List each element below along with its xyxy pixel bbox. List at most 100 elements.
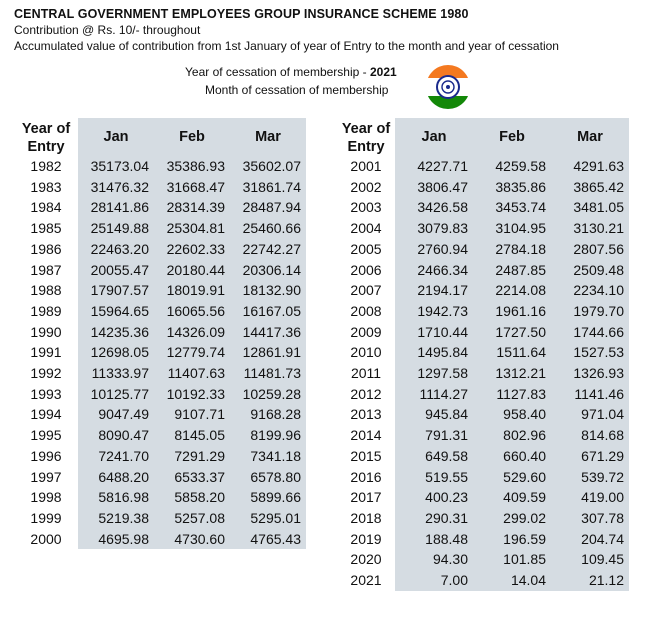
value-cell: 5295.01 — [230, 507, 306, 529]
value-cell: 18132.90 — [230, 280, 306, 301]
table-row: 2010 1495.84 1511.64 1527.53 — [337, 342, 629, 364]
table-row: 1999 5219.38 5257.08 5295.01 — [14, 507, 306, 529]
value-cell: 802.96 — [473, 425, 551, 446]
left-contribution-table: Year of Entry Jan Feb Mar 1982 35173.04 353… — [14, 118, 306, 550]
entry-year-cell: 2016 — [350, 468, 382, 485]
value-cell: 20055.47 — [78, 259, 154, 281]
value-cell: 109.45 — [551, 549, 629, 571]
value-cell: 6578.80 — [230, 466, 306, 488]
value-cell: 94.30 — [395, 549, 473, 571]
value-cell: 2194.17 — [395, 280, 473, 301]
value-cell: 4227.71 — [395, 156, 473, 177]
table-row: 2009 1710.44 1727.50 1744.66 — [337, 321, 629, 343]
value-cell: 945.84 — [395, 404, 473, 426]
entry-year-cell: 2008 — [350, 302, 382, 319]
month-header-feb: Feb — [473, 118, 551, 156]
table-row: 2012 1114.27 1127.83 1141.46 — [337, 383, 629, 405]
value-cell: 1141.46 — [551, 383, 629, 405]
value-cell: 409.59 — [473, 487, 551, 508]
value-cell: 649.58 — [395, 445, 473, 467]
entry-year-cell: 2021 — [350, 572, 382, 589]
value-cell: 12698.05 — [78, 342, 154, 364]
entry-year-cell: 2000 — [30, 530, 62, 547]
value-cell: 660.40 — [473, 445, 551, 467]
value-cell: 3453.74 — [473, 197, 551, 219]
entry-year-cell: 2011 — [350, 365, 382, 382]
entry-year-cell: 2015 — [350, 447, 382, 464]
table-row: 1996 7241.70 7291.29 7341.18 — [14, 445, 306, 467]
value-cell: 101.85 — [473, 549, 551, 571]
cessation-year-value: 2021 — [369, 65, 397, 79]
value-cell: 11333.97 — [78, 363, 154, 384]
cessation-year-line: Year of cessation of membership - 2021 — [185, 64, 397, 80]
entry-year-cell: 2002 — [350, 178, 382, 195]
description-note: Accumulated value of contribution from 1… — [14, 39, 559, 53]
value-cell: 5257.08 — [154, 507, 230, 529]
entry-year-cell: 1986 — [30, 240, 62, 257]
entry-year-cell: 1992 — [30, 365, 62, 382]
table-row: 2004 3079.83 3104.95 3130.21 — [337, 218, 629, 239]
value-cell: 31861.74 — [230, 176, 306, 198]
table-row: 1998 5816.98 5858.20 5899.66 — [14, 487, 306, 508]
entry-year-cell: 2010 — [350, 344, 382, 361]
table-row: 2006 2466.34 2487.85 2509.48 — [337, 259, 629, 281]
table-row: 1990 14235.36 14326.09 14417.36 — [14, 321, 306, 343]
entry-year-cell: 2012 — [350, 385, 382, 402]
value-cell: 31668.47 — [154, 176, 230, 198]
entry-year-cell: 2006 — [350, 261, 382, 278]
value-cell: 7.00 — [395, 570, 473, 591]
value-cell: 196.59 — [473, 528, 551, 550]
entry-year-cell: 1997 — [30, 468, 62, 485]
right-contribution-table: Year of Entry Jan Feb Mar 2001 4227.71 4259… — [337, 118, 629, 591]
ashoka-chakra-emblem-icon — [421, 63, 475, 111]
value-cell: 1744.66 — [551, 321, 629, 343]
value-cell: 539.72 — [551, 466, 629, 488]
table-row: 2014 791.31 802.96 814.68 — [337, 425, 629, 446]
value-cell: 14.04 — [473, 570, 551, 591]
value-cell: 204.74 — [551, 528, 629, 550]
value-cell: 1114.27 — [395, 383, 473, 405]
year-of-entry-header: Year of Entry — [21, 121, 71, 155]
cessation-month-label: Month of cessation of membership — [205, 83, 389, 97]
value-cell: 9168.28 — [230, 404, 306, 426]
value-cell: 3079.83 — [395, 218, 473, 239]
value-cell: 7241.70 — [78, 445, 154, 467]
value-cell: 1495.84 — [395, 342, 473, 364]
table-row: 2018 290.31 299.02 307.78 — [337, 507, 629, 529]
entry-year-cell: 2013 — [350, 406, 382, 423]
value-cell: 2487.85 — [473, 259, 551, 281]
value-cell: 31476.32 — [78, 176, 154, 198]
contribution-note: Contribution @ Rs. 10/- throughout — [14, 23, 201, 37]
value-cell: 188.48 — [395, 528, 473, 550]
document-title: CENTRAL GOVERNMENT EMPLOYEES GROUP INSUR… — [14, 7, 469, 21]
month-header-mar: Mar — [551, 118, 629, 156]
value-cell: 14235.36 — [78, 321, 154, 343]
value-cell: 10259.28 — [230, 383, 306, 405]
value-cell: 17907.57 — [78, 280, 154, 301]
value-cell: 2760.94 — [395, 238, 473, 260]
value-cell: 20180.44 — [154, 259, 230, 281]
entry-year-cell: 2019 — [350, 530, 382, 547]
table-row: 2007 2194.17 2214.08 2234.10 — [337, 280, 629, 301]
entry-year-cell: 2014 — [350, 427, 382, 444]
value-cell: 3865.42 — [551, 176, 629, 198]
table-row: 2003 3426.58 3453.74 3481.05 — [337, 197, 629, 219]
month-header-feb: Feb — [154, 118, 230, 156]
year-of-entry-header: Year of Entry — [341, 121, 391, 155]
value-cell: 22602.33 — [154, 238, 230, 260]
value-cell: 2234.10 — [551, 280, 629, 301]
table-row: 2017 400.23 409.59 419.00 — [337, 487, 629, 508]
value-cell: 6488.20 — [78, 466, 154, 488]
value-cell: 519.55 — [395, 466, 473, 488]
value-cell: 35173.04 — [78, 156, 154, 177]
value-cell: 25304.81 — [154, 218, 230, 239]
value-cell: 1511.64 — [473, 342, 551, 364]
value-cell: 2807.56 — [551, 238, 629, 260]
value-cell: 5858.20 — [154, 487, 230, 508]
table-row: 2019 188.48 196.59 204.74 — [337, 528, 629, 550]
value-cell: 8145.05 — [154, 425, 230, 446]
value-cell: 3104.95 — [473, 218, 551, 239]
value-cell: 25460.66 — [230, 218, 306, 239]
table-row: 1989 15964.65 16065.56 16167.05 — [14, 300, 306, 322]
value-cell: 5899.66 — [230, 487, 306, 508]
